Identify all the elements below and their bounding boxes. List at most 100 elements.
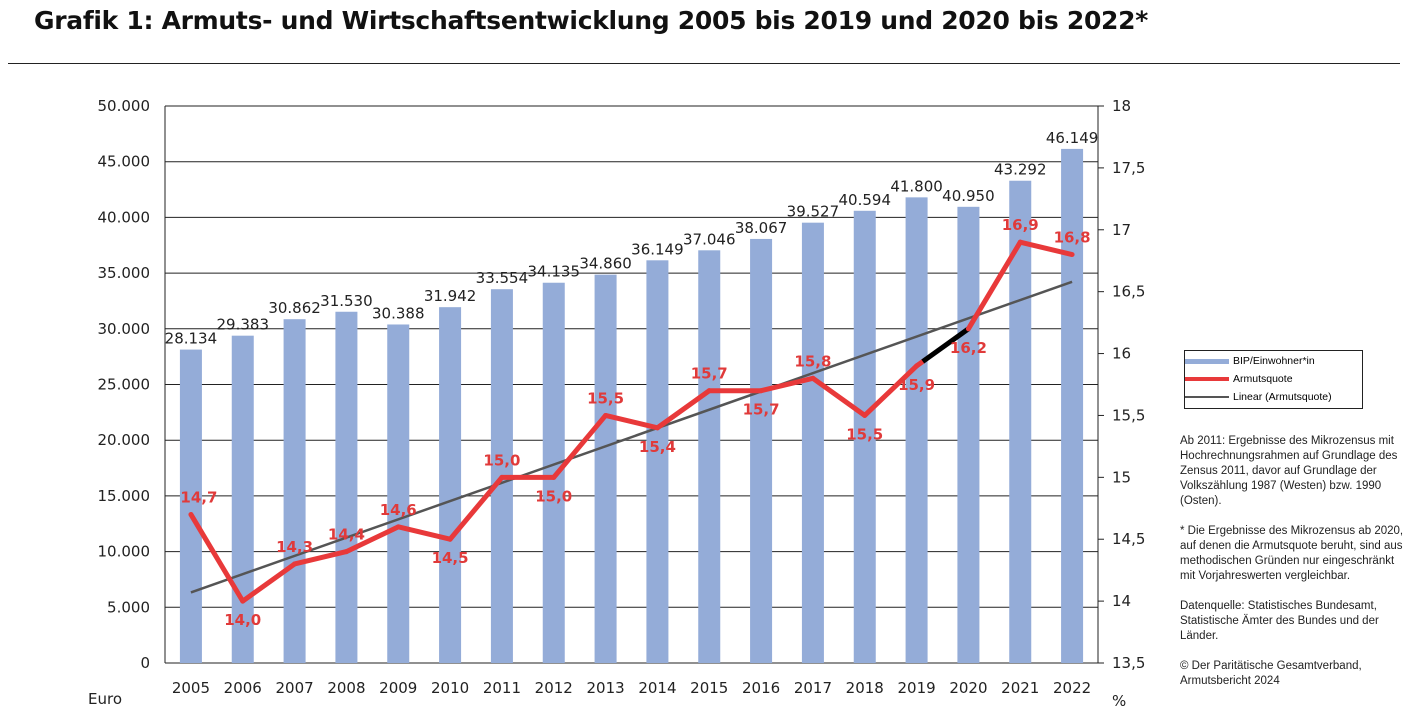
line-segment bbox=[395, 524, 453, 542]
bar-label-2015: 37.046 bbox=[683, 230, 736, 248]
bar-label-2014: 36.149 bbox=[631, 240, 684, 258]
bar-label-2006: 29.383 bbox=[217, 316, 270, 334]
x-tick-label: 2009 bbox=[379, 679, 417, 697]
line-segment bbox=[188, 511, 246, 604]
x-tick-label: 2006 bbox=[224, 679, 262, 697]
line-label-2021: 16,9 bbox=[1002, 216, 1039, 234]
line-label-2015: 15,7 bbox=[691, 365, 728, 383]
bar-label-2012: 34.135 bbox=[528, 263, 581, 281]
bar-2008 bbox=[335, 311, 358, 663]
right-axis-unit: % bbox=[1112, 692, 1127, 710]
trendline bbox=[190, 280, 1073, 594]
left-tick-label: 20.000 bbox=[98, 431, 151, 449]
line-segment-break bbox=[921, 326, 970, 364]
line-segment bbox=[447, 474, 505, 542]
line-label-2022: 16,8 bbox=[1054, 229, 1091, 247]
legend-swatch-trend bbox=[1185, 396, 1229, 398]
left-tick-label: 15.000 bbox=[98, 487, 151, 505]
line-label-2019: 15,9 bbox=[898, 376, 935, 394]
line-label-2005: 14,7 bbox=[180, 488, 217, 506]
bar-label-2011: 33.554 bbox=[476, 269, 529, 287]
x-tick-label: 2011 bbox=[483, 679, 521, 697]
legend-swatch-bar bbox=[1185, 358, 1229, 364]
x-tick-label: 2021 bbox=[1001, 679, 1039, 697]
line-label-2006: 14,0 bbox=[224, 611, 261, 629]
bar-2016 bbox=[750, 238, 773, 663]
line-label-2012: 15,0 bbox=[535, 487, 572, 505]
bar-2015 bbox=[698, 250, 721, 663]
bar-2013 bbox=[594, 274, 617, 663]
bar-label-2019: 41.800 bbox=[890, 177, 943, 195]
bar-2017 bbox=[801, 222, 824, 663]
left-tick-label: 10.000 bbox=[98, 543, 151, 561]
left-tick-label: 45.000 bbox=[98, 153, 151, 171]
line-segment bbox=[862, 363, 920, 418]
bar-label-2005: 28.134 bbox=[165, 330, 218, 348]
chart: 0 5.000 10.000 15.000 20.000 25.000 30.000 35.0… bbox=[98, 97, 1146, 697]
bar-2007 bbox=[283, 319, 306, 663]
line-label-2018: 15,5 bbox=[846, 425, 883, 443]
line-segment bbox=[240, 561, 298, 604]
x-tick-label: 2017 bbox=[794, 679, 832, 697]
bar-label-2009: 30.388 bbox=[372, 304, 425, 322]
x-tick-label: 2005 bbox=[172, 679, 210, 697]
legend-label: BIP/Einwohner*in bbox=[1233, 355, 1315, 367]
left-tick-label: 25.000 bbox=[98, 376, 151, 394]
bar-label-2013: 34.860 bbox=[579, 255, 632, 273]
line-segment bbox=[810, 375, 868, 418]
x-tick-label: 2008 bbox=[327, 679, 365, 697]
line-label-2017: 15,8 bbox=[794, 352, 831, 370]
bar-label-2020: 40.950 bbox=[942, 187, 995, 205]
right-tick-label: 15,5 bbox=[1112, 406, 1145, 424]
x-tick-label: 2010 bbox=[431, 679, 469, 697]
left-tick-label: 30.000 bbox=[98, 320, 151, 338]
line-segment bbox=[965, 239, 1023, 332]
line-label-2020: 16,2 bbox=[950, 339, 987, 357]
bar-label-2017: 39.527 bbox=[787, 203, 840, 221]
x-tick-label: 2016 bbox=[742, 679, 780, 697]
legend-item-bip: BIP/Einwohner*in bbox=[1185, 355, 1315, 367]
x-tick-label: 2019 bbox=[897, 679, 935, 697]
bar-2019 bbox=[905, 197, 928, 663]
legend-label: Linear (Armutsquote) bbox=[1233, 391, 1332, 403]
note-zensus: Ab 2011: Ergebnisse des Mikrozensus mit … bbox=[1180, 435, 1398, 507]
right-tick-label: 14 bbox=[1112, 592, 1131, 610]
x-tick-label: 2018 bbox=[846, 679, 884, 697]
bar-label-2010: 31.942 bbox=[424, 287, 477, 305]
x-tick-label: 2012 bbox=[535, 679, 573, 697]
bar-label-2021: 43.292 bbox=[994, 161, 1047, 179]
line-segment bbox=[292, 549, 349, 567]
x-tick-label: 2020 bbox=[949, 679, 987, 697]
chart-notes: Ab 2011: Ergebnisse des Mikrozensus mit … bbox=[1180, 434, 1405, 704]
line-label-2013: 15,5 bbox=[587, 389, 624, 407]
bar-label-2016: 38.067 bbox=[735, 219, 788, 237]
legend-item-armutsquote: Armutsquote bbox=[1185, 373, 1293, 385]
bar-2020 bbox=[957, 206, 980, 663]
bar-2006 bbox=[231, 335, 254, 663]
bar-2014 bbox=[646, 260, 669, 663]
x-tick-label: 2022 bbox=[1053, 679, 1091, 697]
bar-2012 bbox=[542, 282, 565, 663]
bar-label-2022: 46.149 bbox=[1046, 129, 1099, 147]
line-label-2011: 15,0 bbox=[483, 451, 520, 469]
x-tick-label: 2007 bbox=[275, 679, 313, 697]
left-tick-label: 35.000 bbox=[98, 264, 151, 282]
left-tick-label: 5.000 bbox=[107, 598, 150, 616]
x-tick-label: 2013 bbox=[586, 679, 624, 697]
bar-2009 bbox=[387, 324, 410, 663]
right-tick-label: 17,5 bbox=[1112, 159, 1145, 177]
chart-title: Grafik 1: Armuts- und Wirtschaftsentwick… bbox=[34, 6, 1148, 35]
left-axis-unit: Euro bbox=[88, 690, 122, 708]
right-tick-label: 18 bbox=[1112, 97, 1131, 115]
x-tick-label: 2015 bbox=[690, 679, 728, 697]
bar-2005 bbox=[179, 349, 202, 663]
line-label-2016: 15,7 bbox=[743, 401, 780, 419]
note-copyright: © Der Paritätische Gesamtverband, Armuts… bbox=[1180, 660, 1362, 687]
right-tick-label: 16 bbox=[1112, 345, 1131, 363]
line-segment bbox=[1017, 239, 1075, 258]
line-segment bbox=[758, 375, 816, 394]
line-label-2010: 14,5 bbox=[432, 549, 469, 567]
right-tick-label: 15 bbox=[1112, 468, 1131, 486]
right-tick-label: 16,5 bbox=[1112, 283, 1145, 301]
line-label-2009: 14,6 bbox=[380, 501, 417, 519]
